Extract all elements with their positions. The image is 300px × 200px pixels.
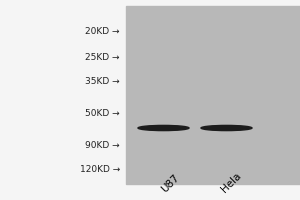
Text: Hela: Hela <box>219 170 243 194</box>
Text: 25KD →: 25KD → <box>85 52 120 62</box>
Text: 35KD →: 35KD → <box>85 76 120 86</box>
Bar <box>126 6 300 184</box>
Text: 120KD →: 120KD → <box>80 164 120 173</box>
Ellipse shape <box>201 125 252 131</box>
Text: 50KD →: 50KD → <box>85 108 120 117</box>
Text: 20KD →: 20KD → <box>85 26 120 36</box>
Text: 90KD →: 90KD → <box>85 140 120 149</box>
Text: U87: U87 <box>159 172 181 194</box>
Ellipse shape <box>138 125 189 131</box>
